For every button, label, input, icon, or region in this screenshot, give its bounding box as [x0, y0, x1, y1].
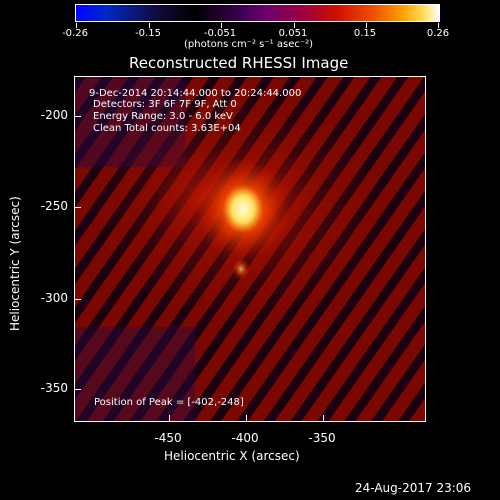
colorbar-tick-label: 0.051 [278, 28, 308, 39]
colorbar-tick [438, 23, 439, 28]
rhessi-image-panel: 9-Dec-2014 20:14:44.000 to 20:24:44.000 … [74, 76, 426, 422]
colorbar-tick [221, 23, 222, 28]
y-tick-label: -250 [40, 199, 68, 213]
colorbar-tick-label: -0.051 [203, 28, 237, 39]
detectors-text: Detectors: 3F 6F 7F 9F, Att 0 [93, 99, 237, 110]
y-tick-mark [75, 299, 81, 300]
colorbar-unit-label: (photons cm⁻² s⁻¹ asec⁻²) [184, 39, 314, 50]
colorbar-tick [366, 23, 367, 28]
y-axis-label: Heliocentric Y (arcsec) [8, 196, 22, 331]
y-tick-label: -350 [40, 381, 68, 395]
peak-position-text: Position of Peak = [-402,-248] [94, 397, 244, 408]
y-tick-mark [75, 389, 81, 390]
y-tick-mark [75, 116, 81, 117]
x-tick-mark [323, 415, 324, 421]
energy-range-text: Energy Range: 3.0 - 6.0 keV [93, 111, 233, 122]
rhessi-image [75, 77, 425, 421]
clean-counts-text: Clean Total counts: 3.63E+04 [93, 123, 241, 134]
x-tick-label: -450 [154, 431, 182, 445]
x-tick-mark [246, 415, 247, 421]
x-tick-label: -350 [308, 431, 336, 445]
colorbar-tick [294, 23, 295, 28]
colorbar [75, 4, 440, 28]
time-range-text: 9-Dec-2014 20:14:44.000 to 20:24:44.000 [89, 88, 302, 99]
x-tick-mark [169, 415, 170, 421]
x-axis-label: Heliocentric X (arcsec) [164, 449, 300, 463]
y-tick-label: -200 [40, 108, 68, 122]
colorbar-tick-label: -0.26 [62, 28, 88, 39]
footer-date: 24-Aug-2017 23:06 [355, 481, 472, 495]
y-tick-mark [75, 207, 81, 208]
x-tick-label: -400 [231, 431, 259, 445]
y-tick-label: -300 [40, 291, 68, 305]
colorbar-tick-label: 0.26 [426, 28, 450, 39]
colorbar-tick [76, 23, 77, 28]
colorbar-tick [149, 23, 150, 28]
colorbar-tick-label: -0.15 [135, 28, 161, 39]
colorbar-tick-label: 0.15 [353, 28, 377, 39]
plot-title: Reconstructed RHESSI Image [129, 54, 349, 72]
